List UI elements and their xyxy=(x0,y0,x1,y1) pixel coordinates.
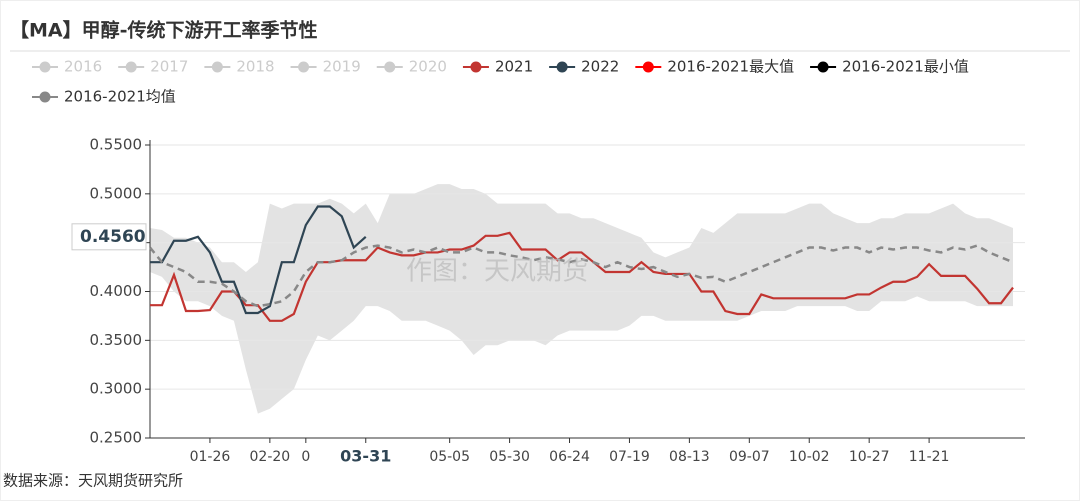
legend-item[interactable]: 2016-2021最大值 xyxy=(635,58,794,76)
y-tick-label: 0.3000 xyxy=(90,380,143,398)
series-line xyxy=(150,205,367,315)
y-pointer-box xyxy=(71,223,147,251)
legend-item[interactable]: 2021 xyxy=(462,58,533,76)
y-tick-label: 0.5000 xyxy=(90,184,143,202)
legend-marker xyxy=(211,61,223,73)
x-tick-label: 06-24 xyxy=(549,449,590,465)
chart-title: 【MA】甲醇-传统下游开工率季节性 xyxy=(10,19,318,42)
x-tick-label: 10-27 xyxy=(849,449,890,465)
y-tick-label: 0.3500 xyxy=(90,331,143,349)
x-tick-label: 10-02 xyxy=(789,449,830,465)
watermark: 作图：天风期货 xyxy=(406,257,588,287)
legend-label: 2016-2021均值 xyxy=(64,88,176,106)
legend-label: 2016-2021最大值 xyxy=(667,58,794,76)
x-pointer-label: 03-31 xyxy=(340,447,391,466)
legend-marker xyxy=(384,61,396,73)
legend-item[interactable]: 2019 xyxy=(290,58,361,76)
legend-marker xyxy=(298,61,310,73)
y-pointer-label: 0.4560 xyxy=(80,227,146,247)
y-tick-label: 0.5500 xyxy=(90,136,143,154)
series-line xyxy=(149,244,1014,308)
legend-label: 2016-2021最小值 xyxy=(842,58,969,76)
legend-marker xyxy=(556,61,568,73)
x-tick-label: 05-30 xyxy=(489,449,530,465)
legend-marker xyxy=(39,91,51,103)
legend-label: 2017 xyxy=(150,58,188,76)
x-tick-label: 08-13 xyxy=(669,449,710,465)
legend: 2016 2017 2018 2019 2020 2021 2022 2016-2021最大值… xyxy=(32,58,969,106)
y-tick-label: 0.2500 xyxy=(90,429,143,447)
legend-item[interactable]: 2022 xyxy=(549,58,619,76)
legend-label: 2020 xyxy=(409,58,447,76)
legend-item[interactable]: 2016-2021最小值 xyxy=(810,58,969,76)
y-tick-label: 0.4000 xyxy=(90,282,143,300)
x-tick-label: 01-26 xyxy=(190,449,231,465)
range-lower-area xyxy=(150,271,1014,438)
legend-label: 2022 xyxy=(581,58,619,76)
legend-item[interactable]: 2018 xyxy=(204,58,275,76)
legend-marker xyxy=(125,61,137,73)
legend-marker xyxy=(817,61,829,73)
legend-marker xyxy=(39,61,51,73)
x-tick-label: 07-19 xyxy=(609,449,650,465)
legend-label: 2016 xyxy=(64,58,102,76)
source-note: 数据来源：天风期货研究所 xyxy=(3,472,183,490)
x-tick-label: 0 xyxy=(301,449,310,465)
x-tick-label: 02-20 xyxy=(250,449,291,465)
legend-label: 2021 xyxy=(495,58,533,76)
legend-item[interactable]: 2016 xyxy=(32,58,102,76)
legend-item[interactable]: 2016-2021均值 xyxy=(32,88,176,106)
x-tick-label: 11-21 xyxy=(909,449,950,465)
legend-marker xyxy=(642,61,654,73)
x-tick-label: 09-07 xyxy=(729,449,770,465)
legend-item[interactable]: 2020 xyxy=(376,58,447,76)
legend-marker xyxy=(470,61,482,73)
series-line xyxy=(150,231,1014,322)
y-pointer: 0.4560 xyxy=(71,223,147,251)
legend-item[interactable]: 2017 xyxy=(118,58,188,76)
x-tick-label: 05-05 xyxy=(429,449,470,465)
legend-label: 2019 xyxy=(323,58,361,76)
plot-area: 0.25000.30000.35000.40000.45000.50000.55… xyxy=(71,136,1025,466)
legend-label: 2018 xyxy=(236,58,274,76)
